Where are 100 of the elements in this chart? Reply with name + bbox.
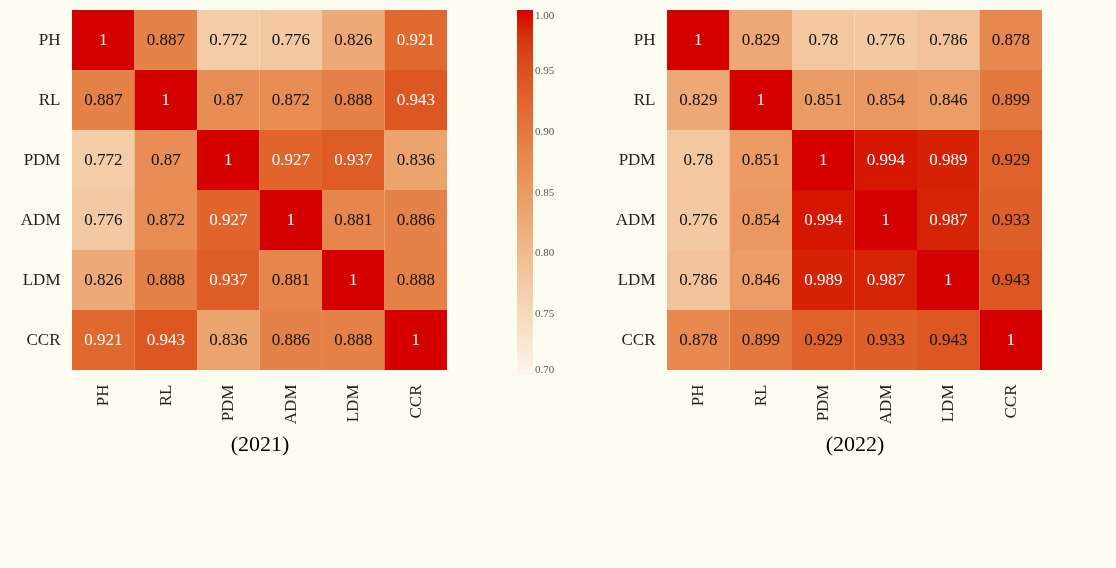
data-label: 0.786 — [679, 270, 718, 289]
y-tick-label: PDM — [618, 150, 656, 169]
data-label: 0.994 — [804, 210, 843, 229]
data-label: 0.994 — [866, 150, 906, 169]
data-label: 1 — [1006, 330, 1015, 349]
y-tick-label: LDM — [617, 270, 656, 289]
data-label: 0.878 — [679, 330, 718, 349]
data-label: 0.878 — [991, 30, 1030, 49]
data-label: 0.927 — [209, 210, 248, 229]
color-bar-label: 0.85 — [535, 185, 555, 198]
x-tick-label: PDM — [218, 384, 238, 422]
data-label: 0.826 — [334, 30, 373, 49]
data-label: 0.921 — [396, 30, 435, 49]
data-label: 1 — [224, 150, 233, 169]
data-label: 0.826 — [84, 270, 123, 289]
data-label: 0.989 — [929, 150, 968, 169]
y-tick-label: PDM — [23, 150, 61, 169]
data-label: 0.776 — [84, 210, 123, 229]
y-tick-label: ADM — [20, 210, 61, 229]
data-label: 0.836 — [396, 150, 435, 169]
y-tick-label: CCR — [26, 330, 62, 349]
data-label: 0.943 — [929, 330, 968, 349]
data-label: 0.854 — [866, 90, 906, 109]
data-label: 0.772 — [84, 150, 123, 169]
color-bar-label: 0.75 — [535, 307, 555, 320]
color-bar-label: 0.80 — [535, 246, 555, 259]
data-label: 0.846 — [929, 90, 968, 109]
data-label: 0.887 — [84, 90, 123, 109]
data-label: 1 — [349, 270, 358, 289]
data-label: 0.886 — [271, 330, 310, 349]
data-label: 0.929 — [804, 330, 843, 349]
x-tick-label: PH — [688, 384, 708, 407]
data-label: 0.899 — [991, 90, 1030, 109]
data-label: 0.836 — [209, 330, 248, 349]
data-label: 0.886 — [396, 210, 435, 229]
data-label: 1 — [99, 30, 108, 49]
data-label: 0.829 — [741, 30, 780, 49]
data-label: 1 — [756, 90, 765, 109]
y-tick-label: PH — [38, 30, 61, 49]
data-label: 0.887 — [146, 30, 186, 49]
data-label: 0.772 — [209, 30, 248, 49]
data-label: 0.987 — [866, 270, 906, 289]
data-label: 0.888 — [334, 90, 373, 109]
data-label: 0.989 — [804, 270, 843, 289]
color-bar-label: 0.95 — [535, 63, 555, 76]
data-label: 0.776 — [866, 30, 905, 49]
data-label: 1 — [161, 90, 170, 109]
y-tick-label: RL — [38, 90, 61, 109]
data-label: 0.888 — [146, 270, 185, 289]
data-label: 0.786 — [929, 30, 968, 49]
x-tick-label: LDM — [343, 384, 363, 423]
data-label: 0.881 — [334, 210, 373, 229]
data-label: 0.872 — [146, 210, 185, 229]
data-label: 0.78 — [808, 30, 839, 49]
color-bar-label: 1.00 — [535, 9, 555, 21]
data-label: 0.776 — [271, 30, 310, 49]
data-label: 0.921 — [84, 330, 123, 349]
data-label: 1 — [944, 270, 953, 289]
data-label: 0.888 — [396, 270, 435, 289]
x-axis-title: (2022) — [825, 431, 885, 457]
x-tick-label: LDM — [938, 384, 958, 423]
x-axis-title: (2021) — [230, 431, 290, 457]
data-label: 1 — [881, 210, 890, 229]
data-label: 1 — [286, 210, 295, 229]
data-label: 0.987 — [929, 210, 968, 229]
data-label: 0.78 — [683, 150, 714, 169]
data-label: 0.933 — [866, 330, 905, 349]
data-label: 1 — [694, 30, 703, 49]
data-label: 0.851 — [741, 150, 780, 169]
data-label: 0.881 — [271, 270, 310, 289]
data-label: 0.87 — [150, 150, 182, 169]
data-label: 0.943 — [396, 90, 435, 109]
x-tick-label: ADM — [280, 384, 300, 425]
data-label: 0.851 — [804, 90, 843, 109]
data-label: 0.87 — [213, 90, 244, 109]
data-label: 0.872 — [271, 90, 310, 109]
data-label: 0.846 — [741, 270, 780, 289]
y-tick-label: CCR — [621, 330, 657, 349]
color-bar-label: 0.90 — [535, 124, 555, 137]
data-label: 1 — [411, 330, 420, 349]
data-label: 0.888 — [334, 330, 373, 349]
x-tick-label: RL — [750, 384, 770, 407]
data-label: 0.933 — [991, 210, 1030, 229]
data-label: 0.927 — [271, 150, 311, 169]
data-label: 0.854 — [741, 210, 781, 229]
y-tick-label: ADM — [615, 210, 656, 229]
data-label: 0.943 — [146, 330, 185, 349]
x-tick-label: PDM — [813, 384, 833, 422]
y-tick-label: LDM — [22, 270, 61, 289]
data-label: 0.929 — [991, 150, 1030, 169]
data-label: 0.899 — [741, 330, 780, 349]
data-label: 0.937 — [209, 270, 248, 289]
y-tick-label: RL — [633, 90, 656, 109]
data-label: 0.943 — [991, 270, 1030, 289]
data-label: 0.829 — [679, 90, 718, 109]
data-label: 0.937 — [334, 150, 373, 169]
data-label: 1 — [819, 150, 828, 169]
x-tick-label: ADM — [875, 384, 895, 425]
x-tick-label: PH — [93, 384, 113, 407]
x-tick-label: RL — [155, 384, 175, 407]
